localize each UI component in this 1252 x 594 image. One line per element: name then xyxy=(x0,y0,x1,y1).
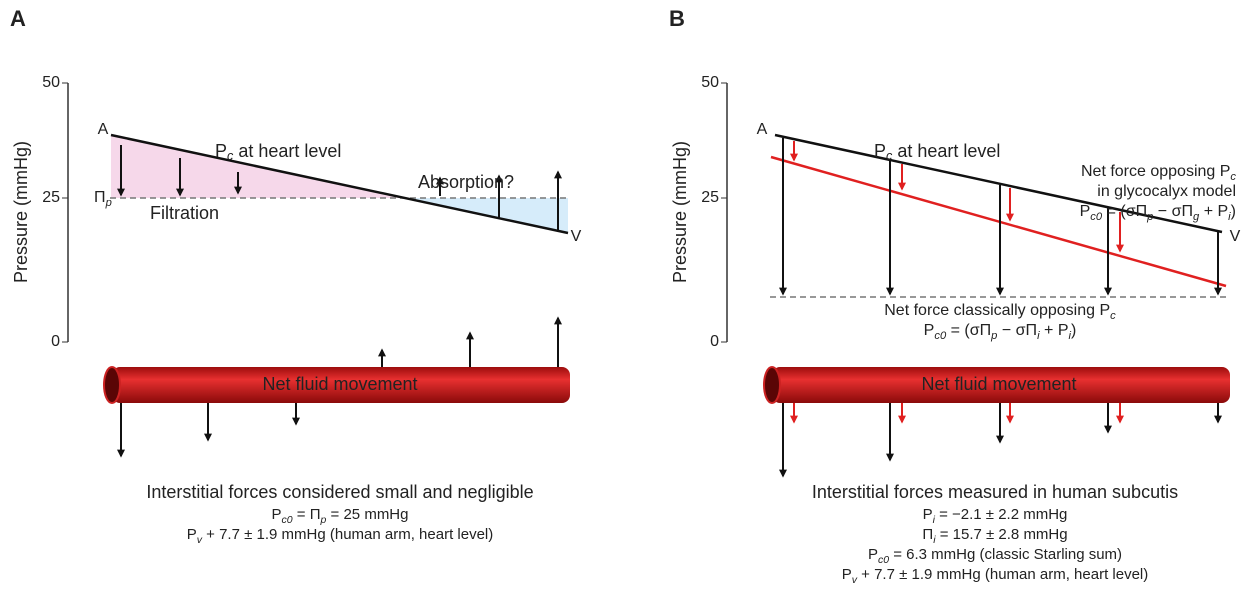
panel-a xyxy=(62,83,570,456)
point-label: V xyxy=(1230,228,1241,245)
caption: Interstitial forces measured in human su… xyxy=(812,482,1178,502)
caption: Interstitial forces considered small and… xyxy=(146,482,533,502)
text-part: P xyxy=(842,566,852,583)
point-label: A xyxy=(98,121,109,138)
text-part: − σΠ xyxy=(997,322,1037,339)
subscript: c0 xyxy=(878,554,889,566)
subscript: c0 xyxy=(282,514,293,526)
tick-label: 25 xyxy=(701,189,719,206)
subscript: c0 xyxy=(1090,211,1103,223)
axis-title: Pressure (mmHg) xyxy=(670,141,690,283)
tick-label: 50 xyxy=(42,74,60,91)
text-part: + P xyxy=(1199,203,1228,220)
text-part: P xyxy=(923,506,933,523)
tick-label: 50 xyxy=(701,74,719,91)
text-part: = Π xyxy=(293,506,321,523)
subscript: p xyxy=(990,330,997,342)
text-part: Π xyxy=(94,189,106,206)
text-part: P xyxy=(187,526,197,543)
text-part: Net force opposing P xyxy=(1081,163,1230,180)
subscript: p xyxy=(1146,211,1153,223)
text-part: = (σΠ xyxy=(1102,203,1147,220)
text-part: = 6.3 mmHg (classic Starling sum) xyxy=(889,546,1122,563)
filtration-label: Filtration xyxy=(150,203,219,223)
text-part: + P xyxy=(1040,322,1069,339)
text-part: P xyxy=(924,322,935,339)
caption: Πi = 15.7 ± 2.8 mmHg xyxy=(922,526,1067,546)
subscript: c xyxy=(1110,310,1116,322)
text-part: + 7.7 ± 1.9 mmHg (human arm, heart level… xyxy=(202,526,493,543)
tick-label: 0 xyxy=(51,333,60,350)
vessel-label: Net fluid movement xyxy=(262,374,417,394)
subscript: c xyxy=(1230,171,1236,183)
figure: A Pressure (mmHg) 50 25 0 A V Pc at heart level… xyxy=(0,0,1252,594)
subscript: c0 xyxy=(934,330,947,342)
subscript: p xyxy=(105,197,112,209)
text-part: Net force classically opposing P xyxy=(884,302,1110,319)
classic-label: Pc0 = (σΠp − σΠi + Pi) xyxy=(924,322,1077,342)
point-label: V xyxy=(571,228,582,245)
panel-label: B xyxy=(669,6,685,31)
glycocalyx-label: in glycocalyx model xyxy=(1097,183,1236,200)
text-part: P xyxy=(868,546,878,563)
caption: Pi = −2.1 ± 2.2 mmHg xyxy=(923,506,1068,526)
text-part: = 25 mmHg xyxy=(326,506,408,523)
text-part: P xyxy=(1080,203,1091,220)
text-part: Π xyxy=(922,526,933,543)
vessel-label: Net fluid movement xyxy=(921,374,1076,394)
text-part: = −2.1 ± 2.2 mmHg xyxy=(935,506,1067,523)
glycocalyx-label: Net force opposing Pc xyxy=(1081,163,1236,183)
caption: Pv + 7.7 ± 1.9 mmHg (human arm, heart le… xyxy=(842,566,1149,586)
text-part: ) xyxy=(1071,322,1076,339)
text-part: P xyxy=(271,506,281,523)
text-part: at heart level xyxy=(892,141,1000,161)
glycocalyx-label: Pc0 = (σΠp − σΠg + Pi) xyxy=(1080,203,1236,223)
caption: Pc0 = 6.3 mmHg (classic Starling sum) xyxy=(868,546,1122,566)
pc-label: Pc at heart level xyxy=(215,141,341,164)
caption: Pv + 7.7 ± 1.9 mmHg (human arm, heart le… xyxy=(187,526,494,546)
absorption-label: Absorption? xyxy=(418,172,514,192)
tick-label: 0 xyxy=(710,333,719,350)
pi-label: Πp xyxy=(94,189,112,209)
text-part: P xyxy=(215,141,227,161)
vessel-end xyxy=(764,367,780,403)
text-part: = 15.7 ± 2.8 mmHg xyxy=(936,526,1068,543)
text-part: ) xyxy=(1231,203,1236,220)
point-label: A xyxy=(757,121,768,138)
classic-label: Net force classically opposing Pc xyxy=(884,302,1116,322)
axis-title: Pressure (mmHg) xyxy=(11,141,31,283)
text-part: − σΠ xyxy=(1153,203,1193,220)
panel-label: A xyxy=(10,6,26,31)
vessel-end xyxy=(104,367,120,403)
text-part: = (σΠ xyxy=(946,322,991,339)
text-part: P xyxy=(874,141,886,161)
caption: Pc0 = Πp = 25 mmHg xyxy=(271,506,408,526)
tick-label: 25 xyxy=(42,189,60,206)
pc-label: Pc at heart level xyxy=(874,141,1000,164)
text-part: at heart level xyxy=(233,141,341,161)
text-part: + 7.7 ± 1.9 mmHg (human arm, heart level… xyxy=(857,566,1148,583)
